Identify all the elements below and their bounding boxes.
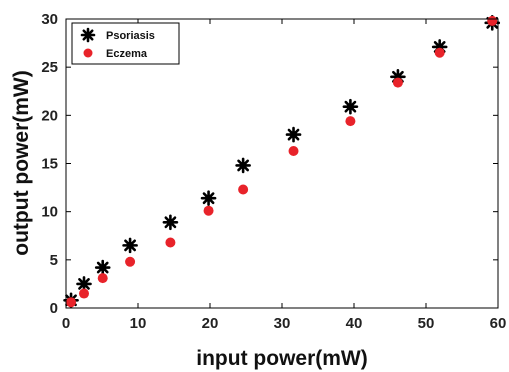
data-point-eczema [125, 256, 136, 267]
legend-symbol-eczema [83, 48, 93, 58]
y-axis-label: output power(mW) [10, 70, 33, 255]
legend-box [71, 22, 180, 65]
data-point-eczema [66, 297, 77, 308]
data-point-psoriasis [235, 157, 251, 174]
data-point-eczema [434, 47, 445, 58]
data-point-eczema [238, 184, 249, 195]
data-point-psoriasis [200, 190, 217, 206]
x-axis-ticks: 0 10 20 30 40 50 60 [62, 19, 507, 332]
x-tick-label: 10 [130, 315, 147, 332]
y-axis-ticks: 0 5 10 15 20 25 30 [41, 11, 498, 317]
legend-symbol-psoriasis [80, 27, 96, 43]
data-point-eczema [487, 15, 498, 26]
y-tick-label: 10 [41, 204, 58, 221]
data-point-psoriasis [342, 98, 359, 115]
legend: Psoriasis Eczema [71, 22, 180, 65]
y-tick-label: 30 [41, 11, 58, 28]
legend-label-eczema: Eczema [106, 48, 148, 60]
legend-label-psoriasis: Psoriasis [106, 30, 155, 42]
x-tick-label: 20 [202, 315, 219, 332]
data-point-psoriasis [162, 214, 179, 231]
y-tick-label: 0 [50, 300, 58, 317]
x-tick-label: 50 [418, 315, 435, 332]
y-tick-label: 20 [41, 107, 58, 124]
x-tick-label: 60 [490, 315, 507, 332]
data-point-psoriasis [122, 237, 138, 254]
y-tick-label: 15 [41, 156, 58, 173]
legend-marker-eczema [83, 48, 93, 58]
x-tick-label: 40 [346, 315, 363, 332]
data-point-psoriasis [76, 276, 92, 292]
y-tick-label: 5 [50, 252, 58, 269]
data-point-eczema [392, 77, 403, 88]
legend-marker-psoriasis [80, 27, 96, 43]
y-tick-label: 25 [41, 59, 58, 76]
x-tick-label: 0 [62, 315, 70, 332]
x-axis-label: input power(mW) [196, 347, 367, 370]
data-point-psoriasis [285, 126, 302, 143]
data-point-eczema [203, 205, 214, 216]
data-point-psoriasis [94, 259, 111, 276]
data-point-eczema [288, 145, 299, 156]
x-tick-label: 30 [274, 315, 291, 332]
data-point-eczema [345, 116, 356, 127]
data-point-eczema [97, 273, 108, 284]
data-point-eczema [165, 237, 176, 248]
chart-marks [63, 15, 501, 309]
data-point-eczema [79, 288, 89, 299]
